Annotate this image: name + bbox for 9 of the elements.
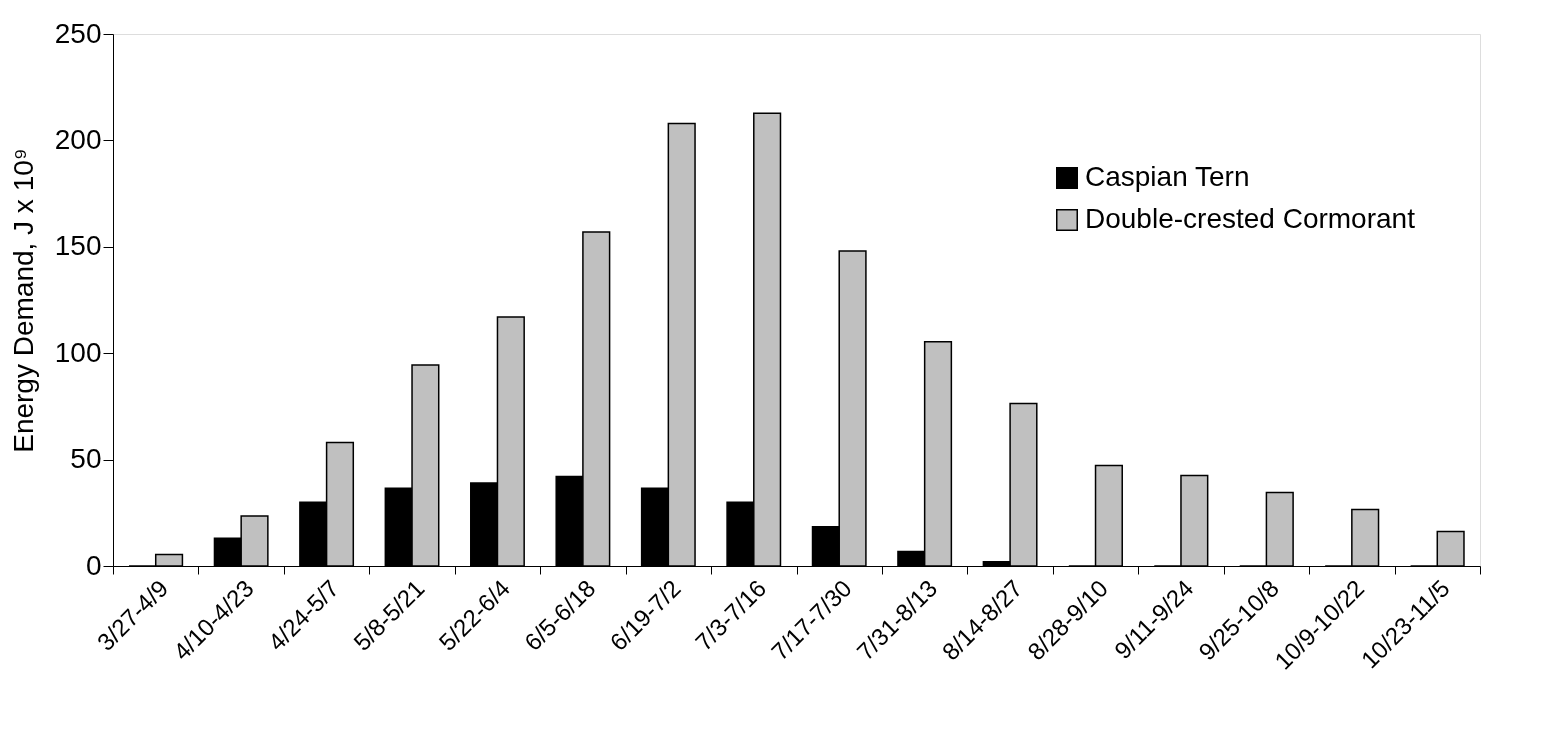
- y-axis-title: Energy Demand, J x 10⁹: [7, 148, 39, 453]
- legend-label: Double-crested Cormorant: [1085, 203, 1416, 234]
- y-tick-label: 0: [85, 549, 102, 581]
- y-tick-label: 250: [54, 17, 102, 49]
- y-tick-label: 150: [54, 230, 102, 262]
- y-tick-label: 200: [54, 123, 102, 155]
- y-tick-label: 100: [54, 336, 102, 368]
- legend-label: Caspian Tern: [1085, 161, 1250, 192]
- y-tick-label: 50: [70, 443, 102, 475]
